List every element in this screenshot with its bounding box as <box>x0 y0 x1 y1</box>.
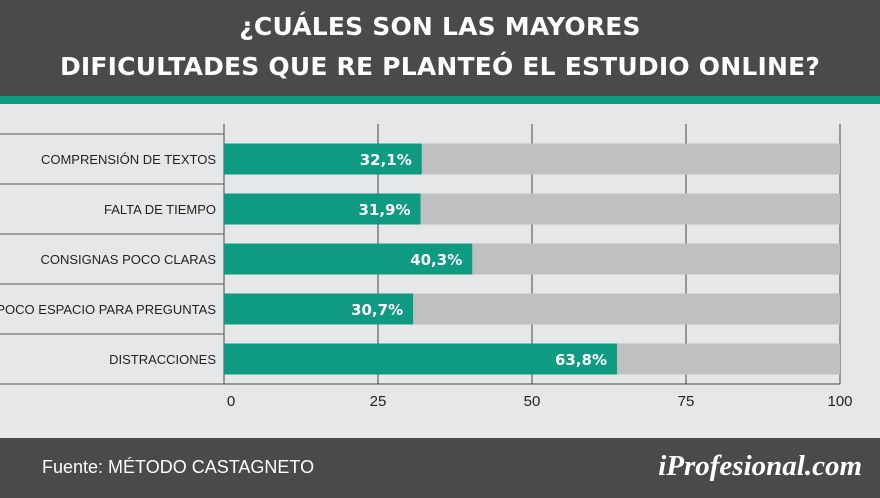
bar-chart: COMPRENSIÓN DE TEXTOS 32,1% FALTA DE TIEMP… <box>0 124 853 410</box>
tick-label: 75 <box>678 393 695 410</box>
category-label: COMPRENSIÓN DE TEXTOS <box>41 152 216 167</box>
bar <box>224 243 473 275</box>
footer-bar: Fuente: MÉTODO CASTAGNETO iProfesional.c… <box>0 438 880 498</box>
data-label: 31,9% <box>358 201 410 219</box>
header-accent-stripe <box>0 96 880 104</box>
category-label: POCO ESPACIO PARA PREGUNTAS <box>0 302 216 317</box>
data-label: 40,3% <box>410 251 462 269</box>
tick-label: 50 <box>524 393 541 410</box>
tick-label: 100 <box>827 393 852 410</box>
data-label: 32,1% <box>360 151 412 169</box>
data-label: 63,8% <box>555 351 607 369</box>
source-note: Fuente: MÉTODO CASTAGNETO <box>42 457 315 477</box>
category-label: FALTA DE TIEMPO <box>104 202 216 217</box>
header-bar: ¿CUÁLES SON LAS MAYORES DIFICULTADES QUE… <box>0 0 880 96</box>
tick-label: 0 <box>227 393 235 410</box>
bar <box>224 343 618 375</box>
chart-title-line-1: ¿CUÁLES SON LAS MAYORES <box>239 12 641 41</box>
data-label: 30,7% <box>351 301 403 319</box>
bar <box>224 293 414 325</box>
tick-label: 25 <box>370 393 387 410</box>
chart-area: COMPRENSIÓN DE TEXTOS 32,1% FALTA DE TIEMP… <box>0 104 880 438</box>
bar <box>224 143 422 175</box>
category-label: DISTRACCIONES <box>109 352 216 367</box>
brand-logo: iProfesional.com <box>658 450 862 482</box>
bar <box>224 193 421 225</box>
category-label: CONSIGNAS POCO CLARAS <box>40 252 216 267</box>
chart-title-line-2: DIFICULTADES QUE RE PLANTEÓ EL ESTUDIO O… <box>59 52 821 81</box>
